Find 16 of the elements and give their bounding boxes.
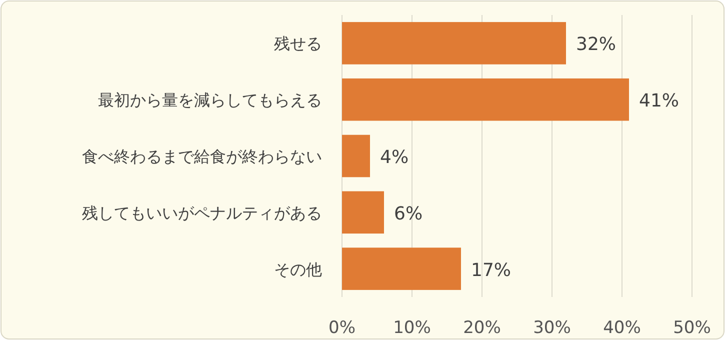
x-tick-label: 20% (463, 318, 501, 338)
x-tick-label: 30% (533, 318, 571, 338)
x-tick-label: 50% (673, 318, 711, 338)
y-tick-label: 食べ終わるまで給食が終わらない (82, 147, 322, 166)
y-tick-label: 残してもいいがペナルティがある (82, 203, 322, 222)
data-label: 41% (639, 90, 680, 112)
x-tick-label: 0% (328, 318, 356, 338)
x-tick-label: 10% (393, 318, 431, 338)
y-tick-label: 残せる (274, 34, 322, 54)
data-label: 4% (380, 147, 409, 168)
data-label: 32% (576, 34, 616, 56)
x-tick-label: 40% (603, 318, 641, 338)
data-label: 6% (394, 203, 423, 224)
y-tick-label: 最初から量を減らしてもらえる (98, 90, 322, 110)
data-label: 17% (471, 260, 512, 281)
y-tick-label: その他 (274, 260, 322, 279)
